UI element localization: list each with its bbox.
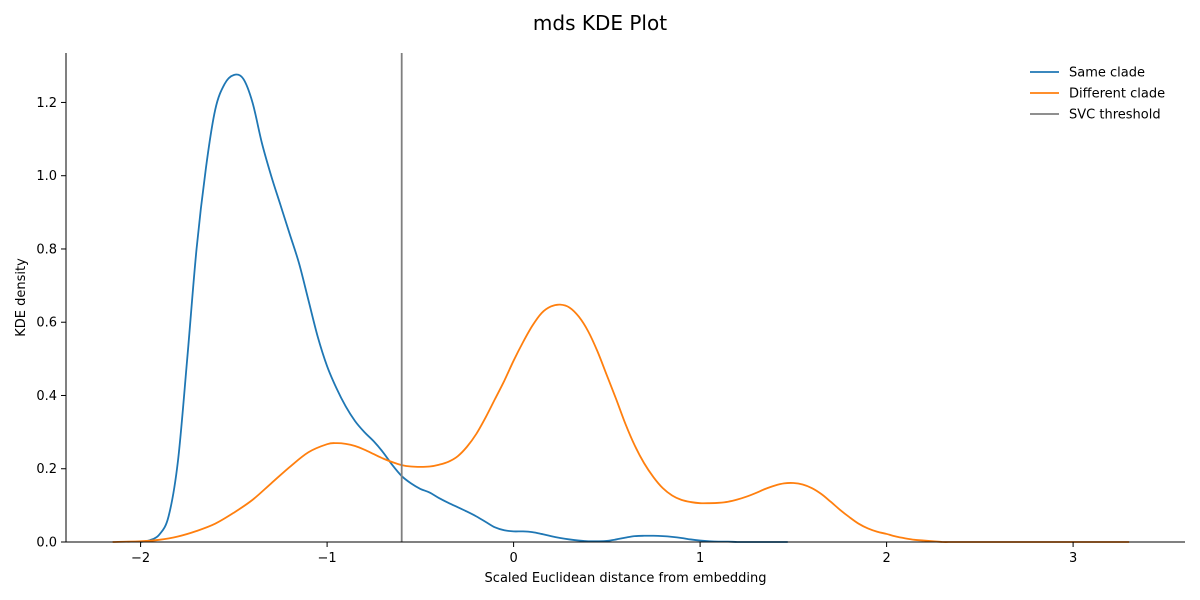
y-tick-label: 0.8	[36, 242, 57, 257]
y-axis-label: KDE density	[14, 258, 29, 337]
series-line-same-clade	[140, 73, 788, 543]
y-tick-label: 0.6	[36, 316, 57, 331]
x-tick-label: 3	[1069, 551, 1077, 566]
y-ticks: 0.0 0.2 0.4 0.6 0.8 1.0 1.2	[36, 96, 66, 551]
x-tick-label: −2	[131, 551, 150, 566]
series-layer	[112, 73, 1130, 543]
x-tick-label: 2	[882, 551, 890, 566]
y-tick-label: 1.0	[36, 169, 57, 184]
chart-title: mds KDE Plot	[533, 11, 667, 35]
legend-label: SVC threshold	[1069, 108, 1161, 123]
x-axis-label: Scaled Euclidean distance from embedding	[485, 571, 767, 586]
y-tick-label: 0.0	[36, 536, 57, 551]
plot-area: −2 −1 0 1 2 3 0.0 0.2 0.4 0.6 0.8 1.0 1.2	[36, 53, 1185, 566]
legend: Same clade Different clade SVC threshold	[1030, 66, 1165, 123]
x-tick-label: 0	[509, 551, 517, 566]
y-tick-label: 1.2	[36, 96, 57, 111]
series-line-different-clade	[112, 303, 1130, 543]
axes	[65, 53, 1185, 543]
legend-label: Different clade	[1069, 87, 1165, 102]
y-tick-label: 0.2	[36, 462, 57, 477]
legend-label: Same clade	[1069, 66, 1145, 81]
y-tick-label: 0.4	[36, 389, 57, 404]
x-ticks: −2 −1 0 1 2 3	[131, 542, 1077, 566]
x-tick-label: 1	[696, 551, 704, 566]
x-tick-label: −1	[318, 551, 337, 566]
